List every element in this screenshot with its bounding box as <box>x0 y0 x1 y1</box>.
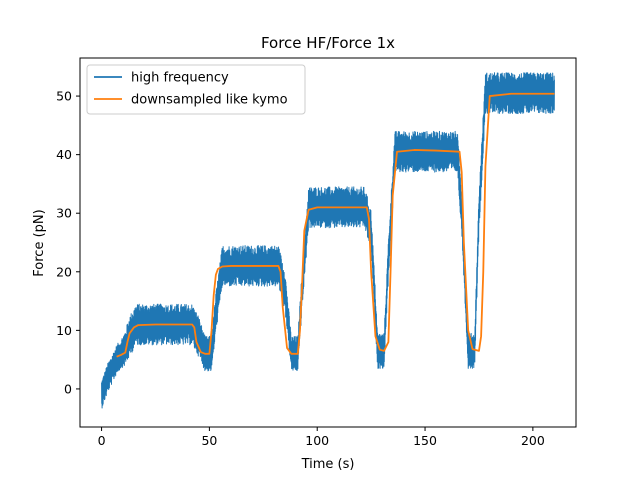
y-tick-label: 30 <box>56 206 72 221</box>
x-tick-label: 50 <box>201 433 217 448</box>
y-tick-label: 20 <box>56 264 72 279</box>
y-tick-label: 50 <box>56 89 72 104</box>
axes-frame <box>79 57 577 428</box>
x-tick-label: 100 <box>305 433 329 448</box>
plot-area <box>101 72 555 409</box>
legend-label: high frequency <box>131 71 229 86</box>
series-high-frequency-line <box>101 72 555 409</box>
y-axis-label: Force (pN) <box>32 209 47 276</box>
legend: high frequency downsampled like kymo <box>86 64 306 115</box>
y-tick-label: 40 <box>56 147 72 162</box>
series-downsampled-line <box>116 92 555 358</box>
legend-label: downsampled like kymo <box>131 93 288 108</box>
axes: 0 50 100 150 200 0 10 20 30 40 50 <box>56 57 577 448</box>
x-tick-label: 150 <box>413 433 437 448</box>
y-tick-label: 10 <box>56 323 72 338</box>
chart-title: Force HF/Force 1x <box>261 34 395 52</box>
x-tick-label: 200 <box>521 433 545 448</box>
x-tick-label: 0 <box>98 433 106 448</box>
legend-box <box>86 64 306 115</box>
y-tick-label: 0 <box>64 381 72 396</box>
x-axis-label: Time (s) <box>301 457 355 472</box>
